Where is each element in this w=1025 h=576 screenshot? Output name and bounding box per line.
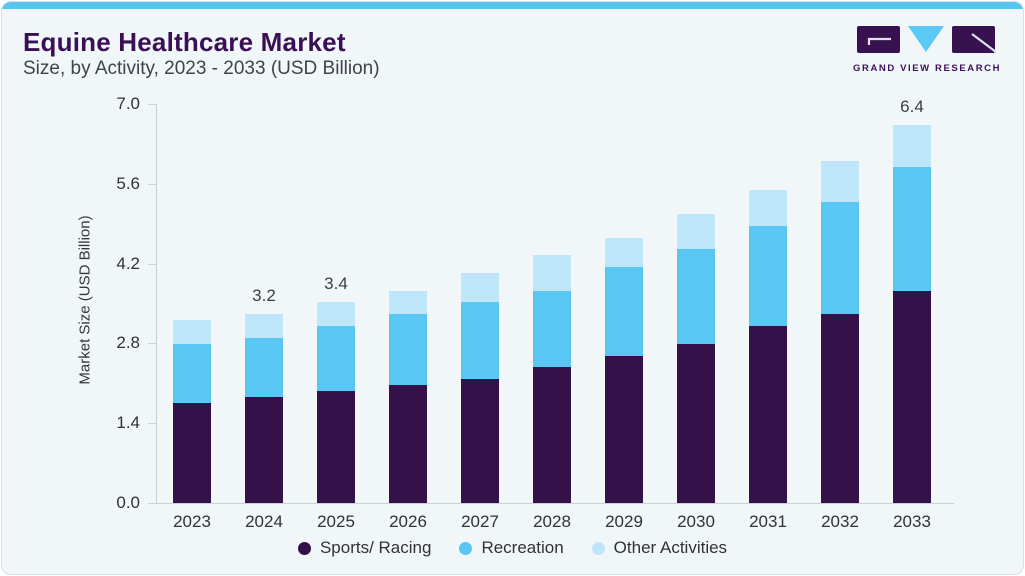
bar-segment-recreation	[245, 337, 283, 397]
bar-total-label: 3.2	[252, 286, 276, 306]
bar-segment-sports-racing	[317, 390, 355, 503]
logo: GRAND VIEW RESEARCH	[853, 25, 1002, 74]
x-axis-label: 2028	[533, 512, 571, 531]
x-axis-label: 2029	[605, 512, 643, 531]
bar-segment-recreation	[461, 302, 499, 380]
y-axis-line	[156, 104, 157, 503]
legend-label: Other Activities	[613, 538, 728, 557]
page-subtitle: Size, by Activity, 2023 - 2033 (USD Bill…	[23, 58, 380, 79]
y-axis-title: Market Size (USD Billion)	[76, 215, 94, 385]
chart-legend: Sports/ Racing Recreation Other Activities	[2, 538, 1023, 558]
bar-total-label: 6.4	[900, 97, 924, 117]
y-axis-tick	[148, 183, 156, 185]
legend-label: Sports/ Racing	[319, 538, 432, 557]
y-tick-label: 4.2	[116, 253, 140, 273]
legend-item: Sports/ Racing	[297, 538, 432, 558]
bar-segment-other-activities	[461, 272, 499, 303]
grand-view-research-logo-icon	[857, 26, 997, 53]
bar-segment-sports-racing	[749, 326, 787, 503]
legend-item: Other Activities	[591, 538, 728, 558]
bar-segment-other-activities	[533, 255, 571, 291]
x-axis-label: 2026	[389, 512, 427, 531]
bar-segment-sports-racing	[605, 355, 643, 503]
bar-segment-other-activities	[677, 213, 715, 250]
bar-segment-other-activities	[245, 314, 283, 338]
logo-text: GRAND VIEW RESEARCH	[853, 63, 1002, 74]
y-tick-label: 5.6	[116, 173, 140, 193]
bar-segment-other-activities	[605, 237, 643, 267]
bar-segment-recreation	[533, 290, 571, 368]
bar-segment-recreation	[749, 225, 787, 326]
legend-dot-other-activities-icon	[591, 541, 605, 555]
bar-segment-recreation	[821, 202, 859, 315]
x-axis-label: 2033	[893, 512, 931, 531]
bar-total-label: 3.4	[324, 274, 348, 294]
bar-segment-sports-racing	[173, 402, 211, 503]
x-axis-label: 2030	[677, 512, 715, 531]
bar-segment-recreation	[677, 249, 715, 344]
bar-segment-recreation	[893, 166, 931, 291]
x-axis-label: 2032	[821, 512, 859, 531]
bar-segment-sports-racing	[677, 343, 715, 503]
accent-topbar	[2, 2, 1023, 9]
y-axis-tick	[148, 104, 156, 105]
bar-segment-sports-racing	[389, 385, 427, 503]
y-tick-label: 7.0	[116, 94, 140, 113]
x-axis-label: 2031	[749, 512, 787, 531]
bar-segment-other-activities	[317, 302, 355, 326]
bar-segment-recreation	[317, 326, 355, 391]
x-axis-label: 2027	[461, 512, 499, 531]
y-tick-label: 1.4	[116, 413, 140, 433]
x-axis-label: 2025	[317, 512, 355, 531]
bar-segment-sports-racing	[893, 290, 931, 503]
legend-dot-recreation-icon	[459, 541, 473, 555]
y-tick-label: 2.8	[116, 333, 140, 353]
bar-segment-recreation	[173, 343, 211, 403]
bar-segment-other-activities	[893, 125, 931, 167]
bar-segment-recreation	[605, 267, 643, 356]
bar-segment-recreation	[389, 314, 427, 385]
bar-segment-other-activities	[389, 290, 427, 315]
x-axis-label: 2024	[245, 512, 283, 531]
bar-segment-other-activities	[749, 190, 787, 226]
y-axis-tick	[148, 263, 156, 265]
bar-segment-other-activities	[821, 160, 859, 203]
page-title: Equine Healthcare Market	[23, 27, 346, 57]
legend-item: Recreation	[459, 538, 564, 558]
y-axis-tick	[148, 423, 156, 425]
legend-dot-sports-racing-icon	[297, 541, 311, 555]
x-axis-line	[148, 503, 954, 504]
bar-segment-sports-racing	[533, 367, 571, 503]
legend-label: Recreation	[481, 538, 564, 557]
bar-segment-sports-racing	[821, 314, 859, 503]
bar-segment-sports-racing	[461, 379, 499, 503]
y-axis-tick	[148, 343, 156, 345]
bar-segment-other-activities	[173, 320, 211, 344]
y-tick-label: 0.0	[116, 493, 140, 512]
x-axis-label: 2023	[173, 512, 211, 531]
bar-segment-sports-racing	[245, 396, 283, 503]
y-axis-tick	[148, 503, 156, 504]
